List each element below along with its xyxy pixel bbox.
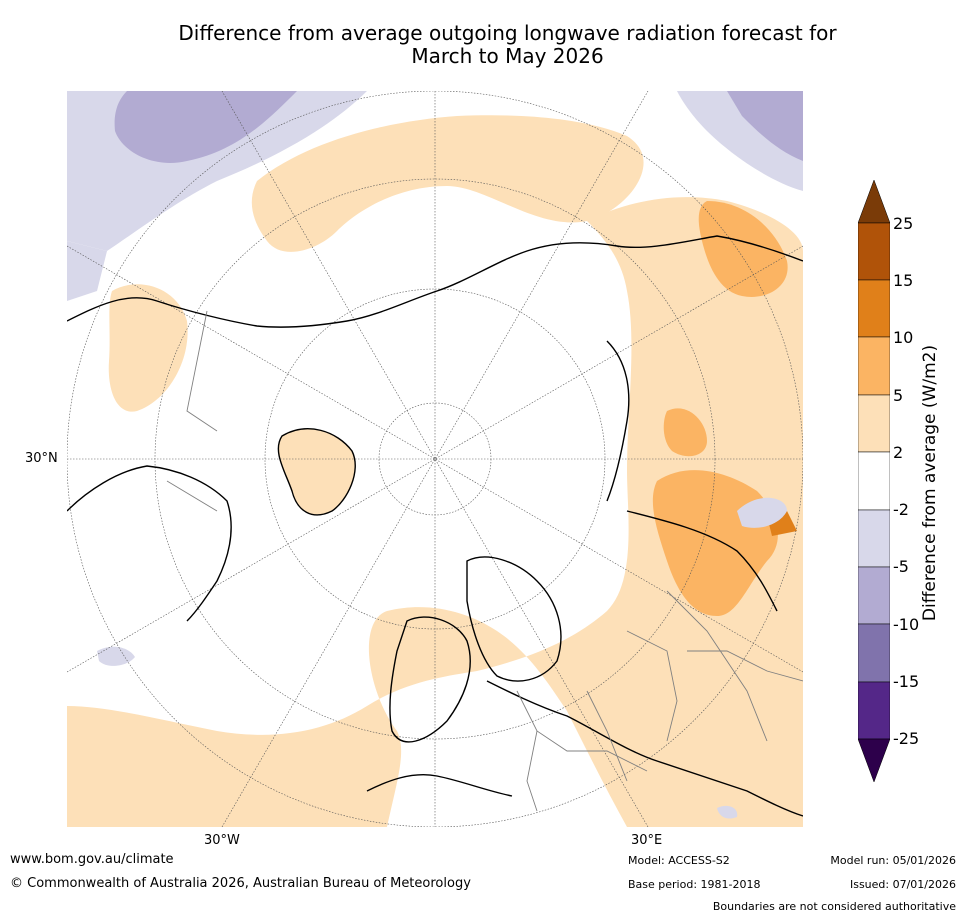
- footer-issued: Issued: 07/01/2026: [849, 878, 956, 891]
- pos-anomaly-atlantic: [108, 284, 188, 412]
- pos-anomaly-arctic: [251, 115, 644, 252]
- colorbar-tick: 15: [893, 271, 914, 290]
- label-30w: 30°W: [204, 833, 240, 848]
- colorbar-tick: -10: [893, 615, 920, 634]
- label-30n: 30°N: [25, 451, 58, 466]
- colorbar-tick: 10: [893, 328, 914, 347]
- colorbar-tick: 5: [893, 386, 904, 405]
- colorbar-tick: -2: [893, 500, 909, 519]
- footer-model: Model: ACCESS-S2: [628, 854, 730, 867]
- neg-anomaly-asia: [737, 497, 787, 528]
- footer-copyright: © Commonwealth of Australia 2026, Austra…: [10, 876, 471, 891]
- colorbar-bin-15-25: [858, 222, 890, 281]
- colorbar-bin-neg5-neg10: [858, 566, 890, 625]
- neg-anomaly-atlantic-small: [97, 646, 135, 666]
- polar-map: [67, 91, 803, 827]
- neg-anomaly-w-light: [67, 241, 107, 301]
- pos-anomaly-siberia-2: [663, 408, 707, 457]
- borders: [166, 310, 803, 812]
- colorbar-bin-neutral: [858, 451, 890, 511]
- title-line-2: March to May 2026: [411, 44, 604, 68]
- footer-model-run: Model run: 05/01/2026: [830, 854, 956, 867]
- colorbar-tick: 2: [893, 443, 904, 462]
- footer-disclaimer: Boundaries are not considered authoritat…: [712, 900, 956, 913]
- colorbar-label: Difference from average (W/m2): [920, 344, 940, 622]
- pos-anomaly-greenland: [278, 428, 356, 515]
- colorbar-bin-10-15: [858, 279, 890, 338]
- colorbar-tick: -25: [893, 729, 920, 748]
- colorbar-bin-neg15-neg25: [858, 681, 890, 740]
- colorbar-bin-5-10: [858, 336, 890, 396]
- neg-anomaly-asia-small: [717, 805, 738, 819]
- colorbar-extend-top: [858, 180, 890, 224]
- footer-website[interactable]: www.bom.gov.au/climate: [10, 852, 174, 867]
- pos-anomaly-asia: [67, 197, 803, 827]
- title-line-1: Difference from average outgoing longwav…: [178, 21, 837, 45]
- colorbar-tick: -15: [893, 672, 920, 691]
- neg-anomaly-nw-dark: [114, 91, 297, 163]
- footer-base-period: Base period: 1981-2018: [628, 878, 761, 891]
- colorbar-extend-bottom: [858, 738, 890, 783]
- map-svg: [67, 91, 803, 827]
- neg-anomaly-ne-dark: [727, 91, 803, 161]
- colorbar-bin-2-5: [858, 394, 890, 453]
- colorbar-bin-neg2-neg5: [858, 509, 890, 568]
- label-30e: 30°E: [631, 833, 663, 848]
- colorbar-tick: 25: [893, 214, 914, 233]
- graticule: [67, 91, 803, 827]
- coastlines: [67, 235, 803, 817]
- colorbar-bin-neg10-neg15: [858, 623, 890, 683]
- map-title: Difference from average outgoing longwav…: [60, 22, 955, 68]
- colorbar-tick: -5: [893, 557, 909, 576]
- pos-anomaly-siberia-1: [698, 201, 788, 297]
- colorbar: [858, 180, 890, 783]
